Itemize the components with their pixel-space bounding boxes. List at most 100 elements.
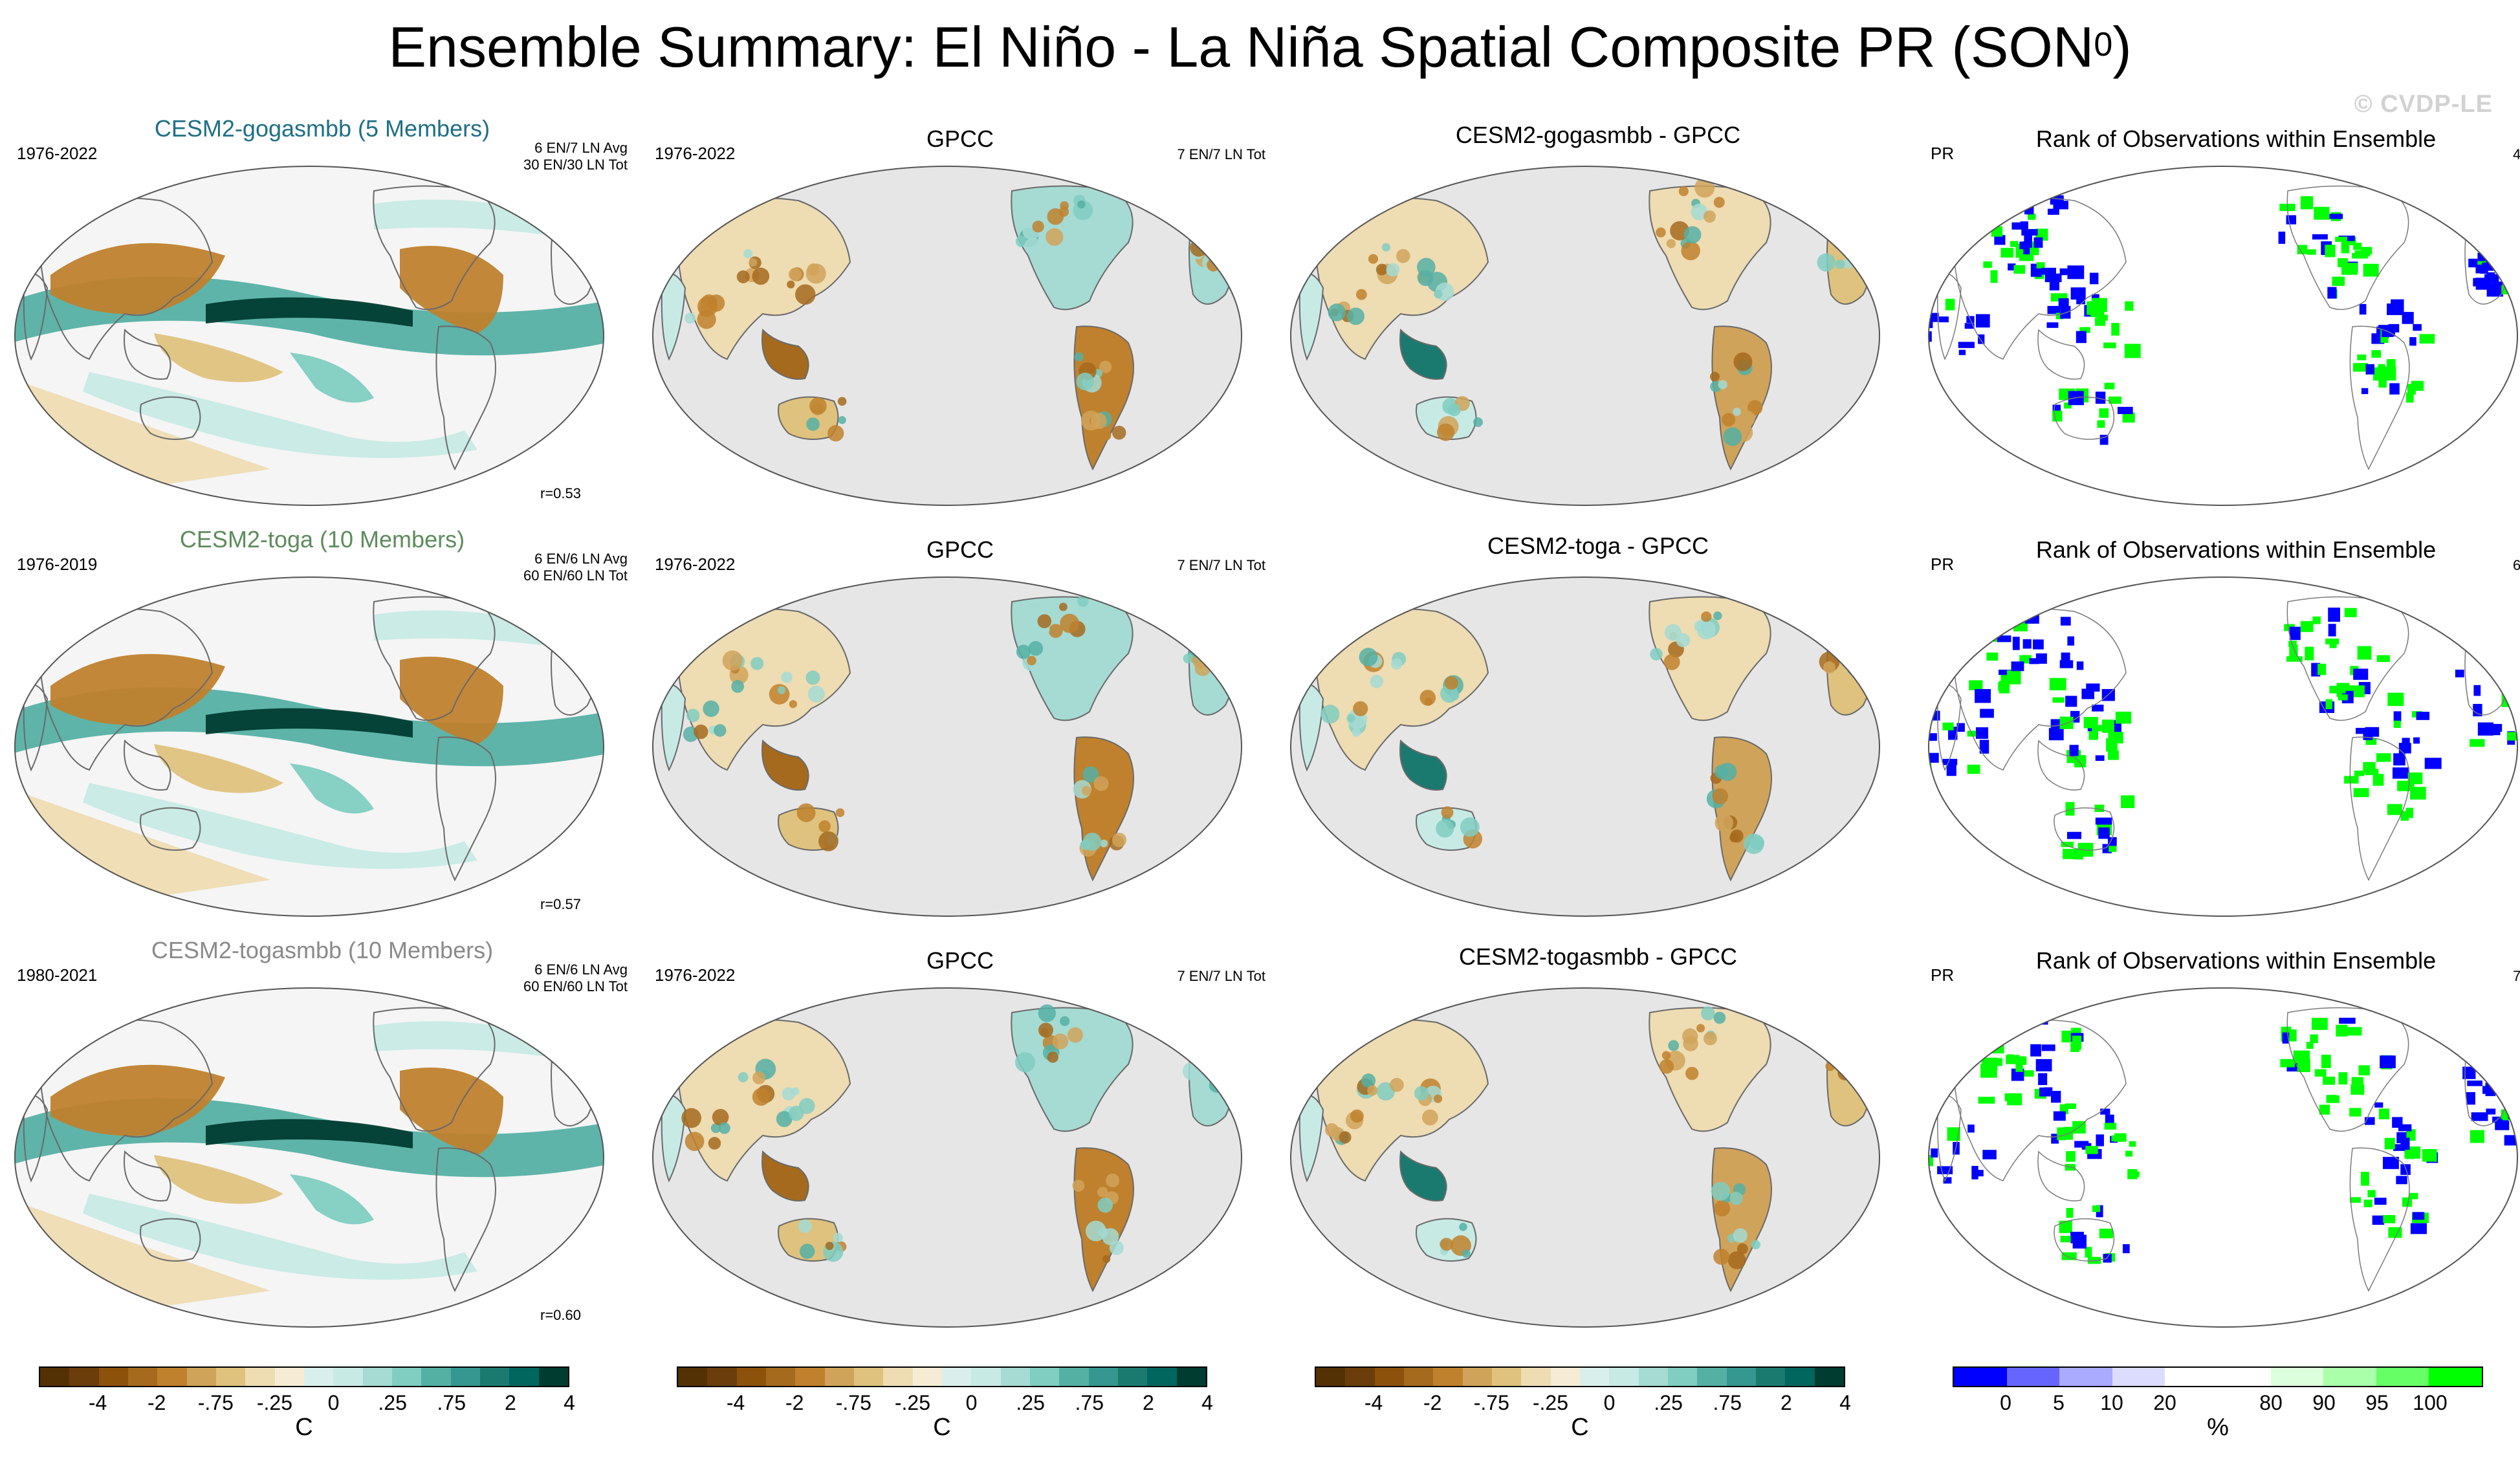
colorbar-swatch	[1814, 1368, 1844, 1386]
variable-label: PR	[1931, 144, 1955, 163]
event-counts: 6 EN/6 LN Avg 60 EN/60 LN Tot	[523, 551, 628, 584]
colorbar-swatch	[479, 1368, 510, 1386]
global-map	[652, 576, 1242, 917]
colorbar-ticks: -4 -2 -.75 -.25 0 .25 .75 2 4	[39, 1391, 575, 1417]
colorbar-tick-label: -.25	[256, 1391, 293, 1414]
colorbar-swatch	[1316, 1368, 1346, 1386]
pattern-correlation: r=0.57	[540, 896, 581, 912]
colorbar-swatch	[2323, 1368, 2376, 1386]
event-counts: 7 EN/7 LN Tot	[1177, 146, 1265, 163]
colorbar-swatch	[1667, 1368, 1698, 1386]
colorbar-swatch	[1029, 1368, 1060, 1386]
colorbar-swatch	[2059, 1368, 2112, 1386]
panel-title: GPCC	[926, 126, 994, 152]
event-counts: 6 EN/6 LN Avg 60 EN/60 LN Tot	[523, 961, 628, 995]
colorbar-swatch	[1726, 1368, 1756, 1386]
colorbar-tick-label: -.75	[197, 1391, 234, 1414]
map-panel-rank-row1: Rank of Observations within Ensemble PR 45…	[1925, 116, 2520, 518]
period-label: 1976-2022	[17, 144, 98, 163]
panel-title: Rank of Observations within Ensemble	[2035, 947, 2437, 974]
colorbar-tick-label: 80	[2259, 1391, 2283, 1414]
colorbar-swatch	[450, 1368, 480, 1386]
colorbar-swatch	[1088, 1368, 1118, 1386]
panel-title: CESM2-gogasmbb (5 Members)	[154, 115, 490, 142]
event-count-line: 30 EN/30 LN Tot	[523, 157, 628, 173]
colorbar-tick-label: 0	[2000, 1391, 2011, 1414]
colorbar-swatch	[157, 1368, 187, 1386]
colorbar-tick-label: .25	[378, 1391, 407, 1414]
map-panel-diff-row3: CESM2-togasmbb - GPCC	[1287, 938, 1909, 1339]
colorbar-tick-label: 10	[2100, 1391, 2123, 1414]
colorbar-swatch	[2376, 1368, 2429, 1386]
colorbar-swatch	[303, 1368, 334, 1386]
map-panel-ens-row1: CESM2-gogasmbb (5 Members) 1976-2022 6 EN/…	[12, 115, 633, 518]
event-count-line: 6 EN/7 LN Avg	[534, 140, 628, 156]
colorbar-tick-label: 90	[2312, 1391, 2336, 1414]
colorbar-swatch	[127, 1368, 158, 1386]
colorbar-swatch	[795, 1368, 825, 1386]
global-map	[14, 576, 604, 917]
map-panel-rank-row3: Rank of Observations within Ensemble PR 72…	[1925, 938, 2520, 1339]
global-map	[652, 987, 1242, 1328]
map-panel-obs-row3: GPCC 1976-2022 7 EN/7 LN Tot	[650, 938, 1271, 1339]
colorbar-swatch	[1609, 1368, 1639, 1386]
colorbar-tick-label: 4	[1201, 1391, 1213, 1414]
colorbar-tick-label: 0	[327, 1391, 340, 1414]
colorbar-swatch	[2270, 1368, 2324, 1386]
colorbar-swatch	[765, 1368, 796, 1386]
colorbar-swatch	[1697, 1368, 1727, 1386]
colorbar-swatch	[1579, 1368, 1610, 1386]
colorbar-swatch	[736, 1368, 766, 1386]
colorbar-unit: C	[933, 1414, 951, 1441]
colorbar-swatch	[215, 1368, 246, 1386]
colorbar-swatch	[1176, 1368, 1206, 1386]
colorbar-swatch	[509, 1368, 539, 1386]
colorbar-unit: %	[2207, 1414, 2229, 1441]
event-count-line: 60 EN/60 LN Tot	[523, 978, 628, 994]
global-map	[1290, 576, 1880, 917]
colorbar-swatch	[274, 1368, 304, 1386]
global-map	[1928, 576, 2518, 917]
colorbar-swatch	[1954, 1368, 2007, 1386]
colorbar-swatch	[1521, 1368, 1551, 1386]
colorbar-tick-label: -2	[785, 1391, 804, 1414]
event-count-line: 7 EN/7 LN Tot	[1177, 146, 1265, 162]
event-counts: 7 EN/7 LN Tot	[1177, 557, 1265, 574]
variable-label: PR	[1931, 554, 1955, 574]
colorbar-swatch	[1550, 1368, 1580, 1386]
global-map	[1290, 166, 1880, 506]
pattern-correlation: r=0.53	[540, 485, 581, 501]
colorbar-unit: C	[1571, 1414, 1589, 1441]
colorbar-4	[1953, 1366, 2483, 1387]
colorbar-swatch	[678, 1368, 708, 1386]
colorbar-tick-label: -.25	[894, 1391, 931, 1414]
global-map	[14, 987, 604, 1328]
colorbar-swatch	[941, 1368, 972, 1386]
colorbar-swatch	[538, 1368, 568, 1386]
colorbar-tick-label: 2	[504, 1391, 516, 1414]
colorbar-tick-label: -2	[1423, 1391, 1442, 1414]
colorbar-2	[677, 1366, 1207, 1387]
panel-title: CESM2-toga - GPCC	[1487, 532, 1709, 559]
colorbar-swatch	[40, 1368, 70, 1386]
colorbar-tick-label: 100	[2413, 1391, 2448, 1414]
period-label: 1976-2022	[655, 554, 736, 574]
colorbar-swatch	[883, 1368, 913, 1386]
variable-label: PR	[1931, 965, 1955, 985]
colorbar-tick-label: 5	[2053, 1391, 2065, 1414]
panel-title: Rank of Observations within Ensemble	[2035, 126, 2437, 152]
colorbar-swatch	[1785, 1368, 1815, 1386]
map-panel-obs-row1: GPCC 1976-2022 7 EN/7 LN Tot	[650, 116, 1271, 518]
colorbar-tick-label: -.75	[835, 1391, 871, 1414]
page-title: Ensemble Summary: El Niño - La Niña Spat…	[388, 15, 2132, 79]
panel-title: CESM2-togasmbb (10 Members)	[151, 937, 494, 963]
map-panel-diff-row1: CESM2-gogasmbb - GPCC	[1287, 116, 1909, 518]
colorbar-tick-label: .25	[1016, 1391, 1045, 1414]
colorbar-swatch	[98, 1368, 128, 1386]
global-map	[14, 166, 604, 506]
colorbar-swatch	[1059, 1368, 1089, 1386]
rank-percent: 69%	[2512, 557, 2520, 573]
colorbar-tick-label: -4	[88, 1391, 107, 1414]
colorbar-tick-label: .75	[1713, 1391, 1742, 1414]
colorbar-tick-label: .75	[437, 1391, 466, 1414]
